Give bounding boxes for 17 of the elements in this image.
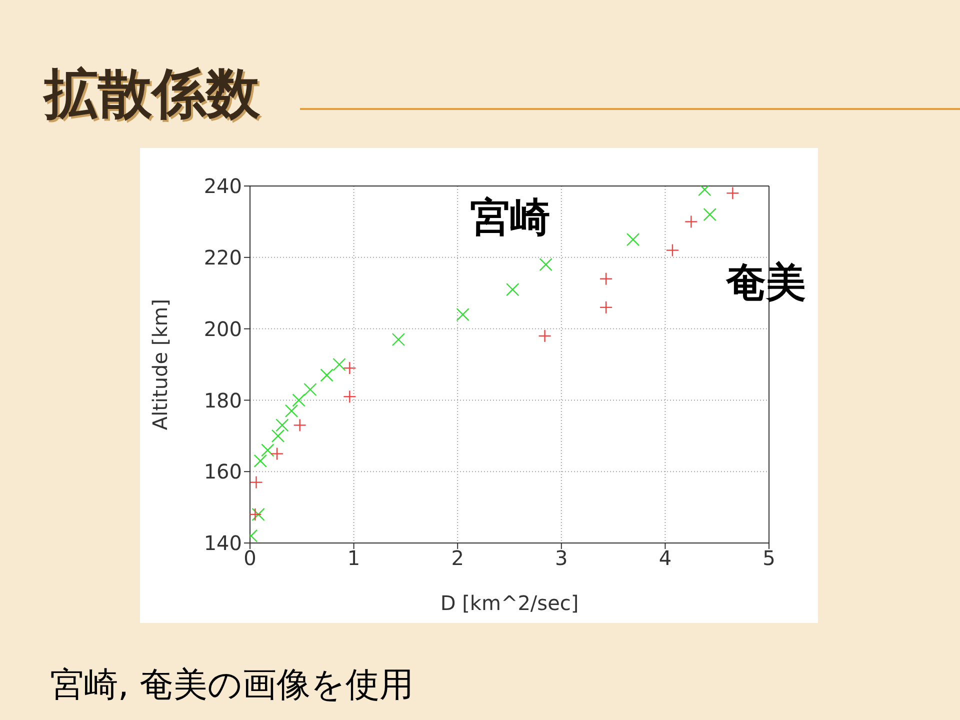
x-tick-label: 0 (244, 546, 256, 570)
chart-title: 拡散係数 (44, 61, 260, 127)
x-axis-title: D [km^2/sec] (440, 591, 579, 615)
y-tick-label: 200 (204, 316, 242, 341)
series-label: 宮崎 (470, 194, 550, 243)
y-tick-label: 180 (204, 388, 242, 412)
y-tick-label: 240 (204, 174, 242, 198)
y-tick-label: 160 (204, 460, 242, 484)
x-tick-label: 3 (555, 546, 568, 570)
x-tick-label: 4 (658, 546, 672, 570)
x-tick-label: 1 (347, 546, 360, 570)
x-tick-label: 2 (451, 546, 464, 570)
y-tick-label: 140 (204, 531, 242, 556)
y-axis-title: Altitude [km] (148, 298, 172, 430)
text: 宮崎, 奄美の画像を使用 (50, 664, 414, 707)
y-tick-label: 220 (204, 246, 242, 270)
x-tick-label: 5 (762, 546, 776, 570)
